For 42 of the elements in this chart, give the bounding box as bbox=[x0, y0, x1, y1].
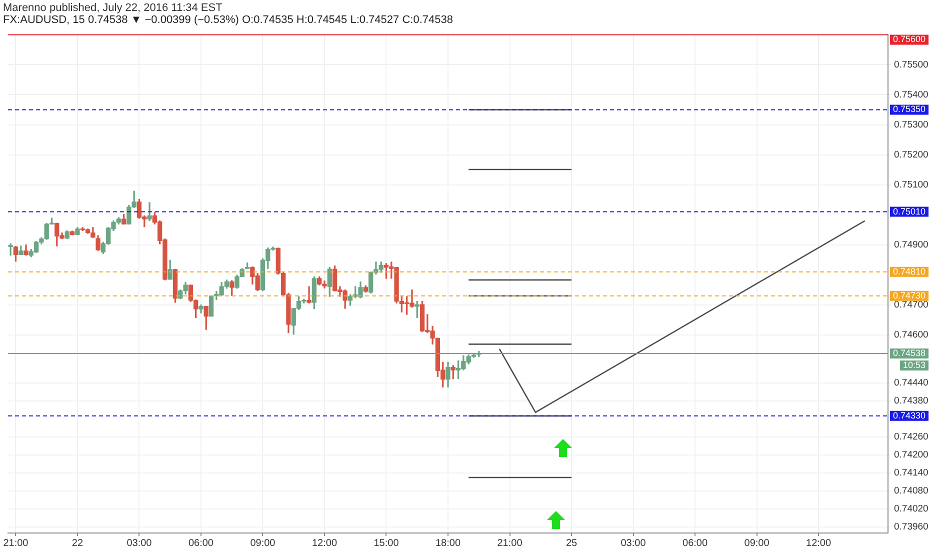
y-tick-label: 0.74380 bbox=[894, 396, 928, 407]
ref-line-label: 0.74730 bbox=[893, 290, 926, 300]
ref-line-label: 0.74810 bbox=[893, 266, 926, 276]
ref-line-label: 0.75010 bbox=[893, 206, 926, 216]
x-tick-label: 21:00 bbox=[3, 538, 29, 549]
y-tick-label: 0.74440 bbox=[894, 378, 928, 389]
y-tick-label: 0.75300 bbox=[894, 119, 928, 130]
y-tick-label: 0.74080 bbox=[894, 486, 928, 497]
x-tick-label: 06:00 bbox=[188, 538, 214, 549]
ref-line-label: 0.74538 bbox=[893, 348, 926, 358]
y-tick-label: 0.75200 bbox=[894, 149, 928, 160]
x-tick-label: 18:00 bbox=[435, 538, 461, 549]
y-tick-label: 0.74140 bbox=[894, 468, 928, 479]
y-tick-label: 0.75100 bbox=[894, 179, 928, 190]
chart-title: Marenno published, July 22, 2016 11:34 EST bbox=[3, 2, 224, 14]
x-tick-label: 09:00 bbox=[744, 538, 770, 549]
x-tick-label: 21:00 bbox=[497, 538, 523, 549]
y-tick-label: 0.75400 bbox=[894, 89, 928, 100]
x-tick-label: 15:00 bbox=[374, 538, 400, 549]
ref-line-label: 0.74330 bbox=[893, 410, 926, 420]
chart-subtitle: FX:AUDUSD, 15 0.74538 ▼ −0.00399 (−0.53%) O:0.74535 H:0.74545 L:0.74527 C:0.74538 bbox=[3, 14, 453, 26]
x-tick-label: 12:00 bbox=[806, 538, 832, 549]
y-tick-label: 0.74260 bbox=[894, 432, 928, 443]
x-tick-label: 25 bbox=[566, 538, 578, 549]
candlestick bbox=[8, 243, 13, 256]
y-tick-label: 0.75500 bbox=[894, 59, 928, 70]
ref-line-label: 0.75600 bbox=[893, 34, 926, 44]
y-tick-label: 0.74600 bbox=[894, 330, 928, 341]
y-tick-label: 0.73960 bbox=[894, 522, 928, 533]
x-tick-label: 06:00 bbox=[682, 538, 708, 549]
x-tick-label: 12:00 bbox=[312, 538, 338, 549]
y-tick-label: 0.74020 bbox=[894, 504, 928, 515]
ref-line-label: 0.75350 bbox=[893, 104, 926, 114]
text: 10:53 bbox=[903, 360, 926, 370]
y-tick-label: 0.74900 bbox=[894, 239, 928, 250]
x-tick-label: 09:00 bbox=[250, 538, 276, 549]
candlestick bbox=[306, 286, 312, 304]
x-tick-label: 22 bbox=[72, 538, 84, 549]
x-tick-label: 03:00 bbox=[620, 538, 646, 549]
x-tick-label: 03:00 bbox=[126, 538, 152, 549]
y-tick-label: 0.74200 bbox=[894, 450, 928, 461]
y-tick-label: 0.74700 bbox=[894, 299, 928, 310]
